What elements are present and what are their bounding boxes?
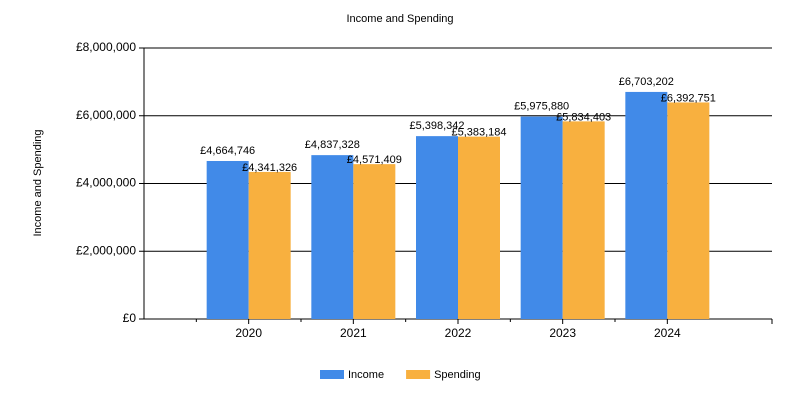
bar: [311, 155, 354, 319]
y-tick-label: £2,000,000: [76, 243, 136, 257]
data-label: £4,837,328: [305, 139, 360, 151]
chart-title: Income and Spending: [346, 13, 453, 25]
legend-label: Income: [348, 369, 384, 381]
data-label: £4,571,409: [347, 154, 402, 166]
legend-label: Spending: [434, 369, 481, 381]
x-tick-label: 2024: [654, 326, 681, 340]
bar: [625, 91, 668, 319]
data-label: £5,398,342: [409, 120, 464, 132]
y-tick-label: £0: [123, 311, 137, 325]
bar: [667, 102, 710, 319]
data-label: £4,341,326: [242, 162, 297, 174]
data-label: £4,664,746: [200, 145, 255, 157]
bar: [353, 164, 396, 319]
x-tick-label: 2020: [235, 326, 262, 340]
bar: [458, 136, 500, 319]
data-label: £5,383,184: [451, 127, 506, 139]
y-axis-label: Income and Spending: [32, 129, 44, 236]
bar: [520, 116, 563, 319]
data-label: £5,834,403: [556, 111, 611, 123]
x-tick-label: 2022: [445, 326, 472, 340]
x-tick-label: 2023: [549, 326, 576, 340]
data-label: £5,975,880: [514, 100, 569, 112]
y-tick-label: £8,000,000: [76, 40, 136, 54]
legend-swatch: [320, 370, 344, 379]
bar: [562, 121, 605, 320]
y-tick-label: £4,000,000: [76, 176, 136, 190]
y-tick-label: £6,000,000: [76, 108, 136, 122]
legend-swatch: [406, 370, 431, 379]
data-label: £6,392,751: [661, 92, 716, 104]
data-label: £6,703,202: [619, 76, 674, 88]
bar: [416, 136, 458, 319]
x-tick-label: 2021: [340, 326, 367, 340]
bar: [206, 160, 249, 319]
bar: [248, 171, 291, 319]
